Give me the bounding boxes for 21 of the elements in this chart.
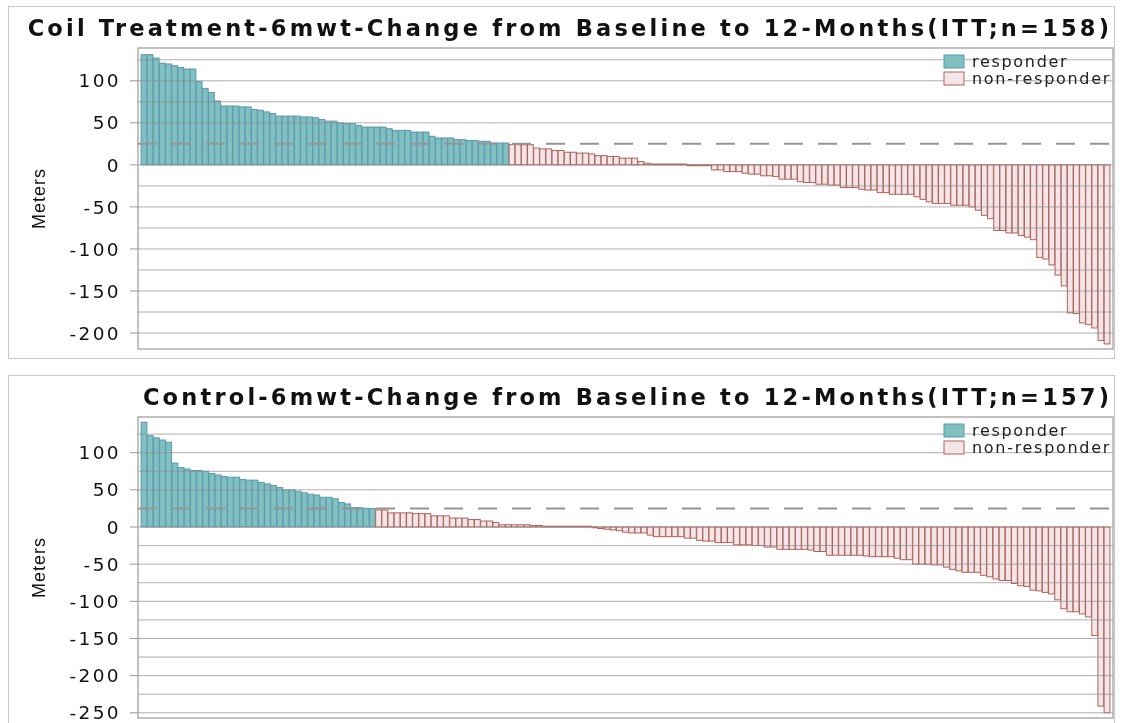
y-tick-label: -150 xyxy=(69,280,121,302)
legend-label: responder xyxy=(972,420,1069,440)
y-tick-label: -100 xyxy=(69,590,121,612)
y-tick-label: -250 xyxy=(69,702,121,723)
y-tick-label: -50 xyxy=(83,196,121,218)
y-tick-label: 0 xyxy=(106,154,121,176)
y-tick-label: 0 xyxy=(106,516,121,538)
y-tick-label: -100 xyxy=(69,238,121,260)
y-axis-title: Meters xyxy=(29,536,49,599)
y-tick-label: 50 xyxy=(92,479,121,501)
y-tick-label: -200 xyxy=(69,665,121,687)
legend-label: responder xyxy=(972,51,1069,71)
y-tick-label: -50 xyxy=(83,553,121,575)
chart-title: Coil Treatment-6mwt-Change from Baseline to 12-Months(ITT;n=158) xyxy=(27,15,1113,41)
y-axis-title: Meters xyxy=(29,167,49,230)
y-tick-label: 50 xyxy=(92,112,121,134)
y-tick-label: 100 xyxy=(78,70,121,92)
chart-title: Control-6mwt-Change from Baseline to 12-Months(ITT;n=157) xyxy=(142,384,1113,410)
y-tick-label: 100 xyxy=(78,442,121,464)
y-tick-label: -200 xyxy=(69,322,121,344)
y-tick-label: -150 xyxy=(69,628,121,650)
